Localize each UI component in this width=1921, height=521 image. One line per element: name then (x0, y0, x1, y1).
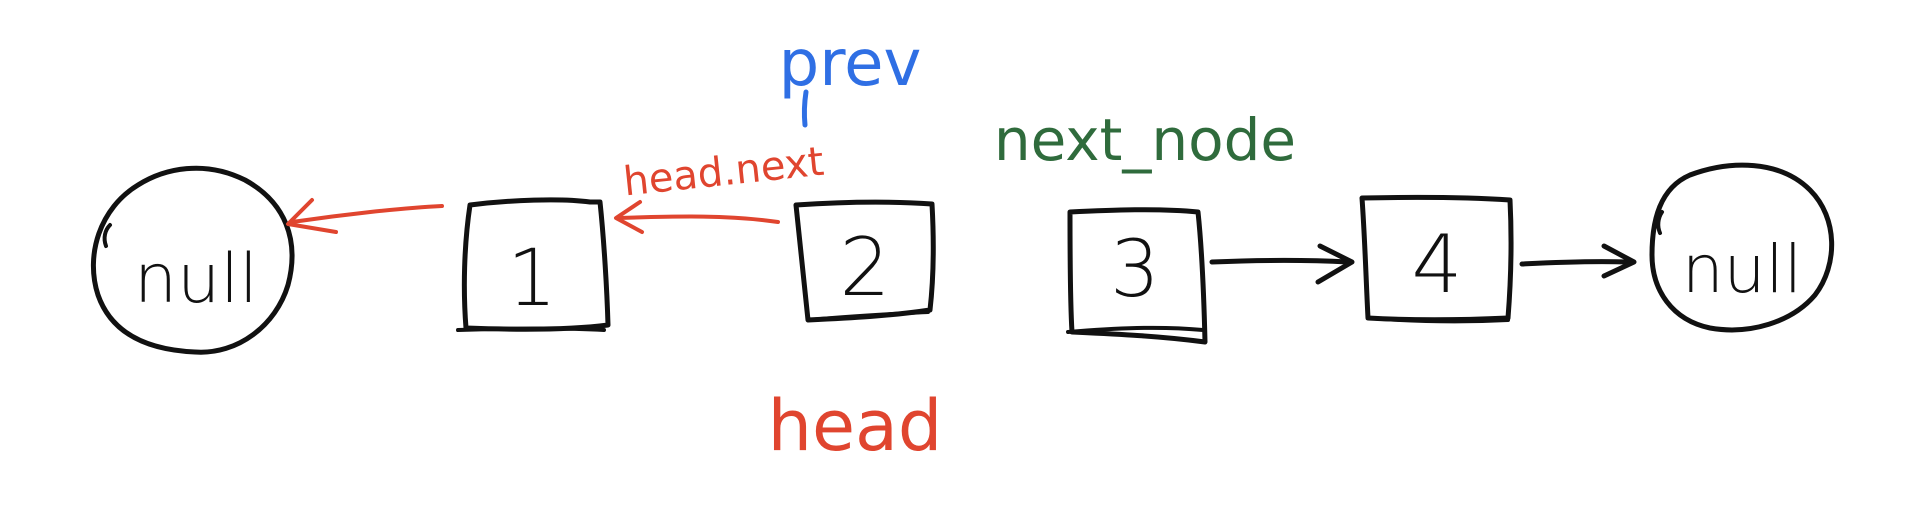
prev-pointer: prev (779, 27, 922, 128)
null-left-node: null (90, 165, 295, 355)
node-1: 1 (456, 197, 611, 332)
node-3-box (1067, 207, 1208, 345)
node-2-label: 2 (840, 221, 891, 314)
head-label: head (768, 385, 943, 467)
prev-label: prev (779, 27, 922, 101)
node-1-label: 1 (507, 234, 557, 324)
node-1-box (461, 197, 611, 332)
node-3-label: 3 (1110, 225, 1160, 315)
edge-node3-to-node4 (1209, 243, 1355, 285)
head-next-label: head.next (621, 139, 826, 206)
node-4-box (1359, 194, 1514, 323)
null-left-label: null (134, 240, 258, 319)
node-4-label: 4 (1412, 218, 1463, 311)
node-2-box (793, 199, 936, 323)
node-2: 2 (793, 199, 936, 323)
prev-pointer-line (801, 89, 809, 128)
null-left-outline (90, 165, 295, 355)
null-right-node: null (1649, 162, 1835, 333)
next-node-label: next_node (994, 106, 1296, 174)
null-right-outline (1649, 162, 1835, 333)
edge-node4-to-null (1519, 243, 1637, 279)
node-4: 4 (1359, 194, 1514, 324)
edge-node2-to-node1 (614, 200, 780, 234)
null-right-label: null (1682, 231, 1802, 308)
edge-node1-to-null (286, 198, 444, 234)
node-3: 3 (1066, 207, 1208, 345)
